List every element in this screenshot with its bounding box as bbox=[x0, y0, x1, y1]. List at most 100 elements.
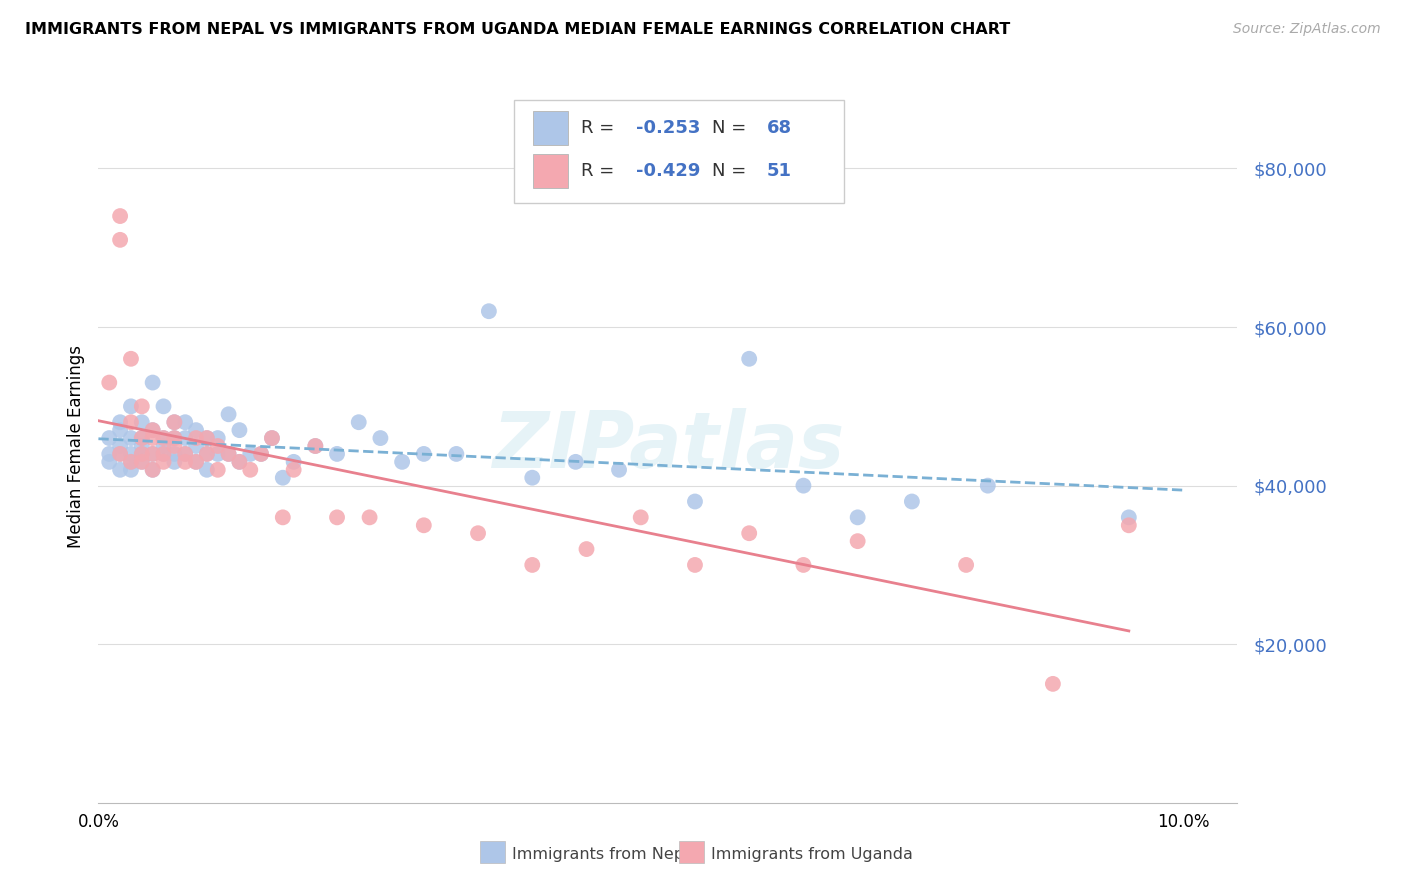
Text: Immigrants from Uganda: Immigrants from Uganda bbox=[711, 847, 912, 862]
Point bbox=[207, 439, 229, 453]
Text: -0.253: -0.253 bbox=[636, 119, 700, 136]
Point bbox=[142, 423, 165, 437]
Point bbox=[108, 209, 131, 223]
Point bbox=[163, 431, 186, 445]
Point bbox=[152, 447, 174, 461]
Point bbox=[218, 447, 240, 461]
Point bbox=[683, 494, 706, 508]
Point bbox=[108, 415, 131, 429]
Point bbox=[412, 447, 434, 461]
Point bbox=[142, 447, 165, 461]
Point bbox=[163, 415, 186, 429]
Point bbox=[174, 431, 197, 445]
Point bbox=[120, 431, 142, 445]
Point bbox=[120, 463, 142, 477]
Point bbox=[184, 455, 207, 469]
Point bbox=[478, 304, 501, 318]
Point bbox=[131, 455, 153, 469]
Point bbox=[163, 431, 186, 445]
Point bbox=[792, 478, 814, 492]
Point bbox=[120, 447, 142, 461]
Point bbox=[131, 400, 153, 414]
Point bbox=[174, 447, 197, 461]
Point bbox=[347, 415, 370, 429]
Point bbox=[184, 439, 207, 453]
Point bbox=[846, 510, 869, 524]
Point bbox=[152, 431, 174, 445]
Point bbox=[522, 471, 544, 485]
Point bbox=[370, 431, 392, 445]
Point bbox=[359, 510, 381, 524]
Point bbox=[271, 510, 294, 524]
Text: 51: 51 bbox=[766, 162, 792, 180]
Point bbox=[1118, 510, 1140, 524]
Point bbox=[955, 558, 977, 572]
Point bbox=[163, 415, 186, 429]
Text: IMMIGRANTS FROM NEPAL VS IMMIGRANTS FROM UGANDA MEDIAN FEMALE EARNINGS CORRELATI: IMMIGRANTS FROM NEPAL VS IMMIGRANTS FROM… bbox=[25, 22, 1011, 37]
Point bbox=[120, 400, 142, 414]
Point bbox=[326, 447, 349, 461]
Point bbox=[195, 463, 218, 477]
Text: R =: R = bbox=[581, 162, 620, 180]
Point bbox=[142, 463, 165, 477]
Point bbox=[1042, 677, 1064, 691]
Point bbox=[304, 439, 326, 453]
Point bbox=[1118, 518, 1140, 533]
Point bbox=[846, 534, 869, 549]
Point bbox=[250, 447, 273, 461]
FancyBboxPatch shape bbox=[533, 154, 568, 188]
Point bbox=[977, 478, 1000, 492]
FancyBboxPatch shape bbox=[533, 111, 568, 145]
Point bbox=[98, 376, 121, 390]
Point bbox=[738, 526, 761, 541]
Point bbox=[163, 447, 186, 461]
Text: ZIPatlas: ZIPatlas bbox=[492, 408, 844, 484]
Point bbox=[163, 439, 186, 453]
Point bbox=[195, 431, 218, 445]
Point bbox=[564, 455, 586, 469]
Point bbox=[738, 351, 761, 366]
Point bbox=[131, 431, 153, 445]
Point bbox=[184, 423, 207, 437]
Point bbox=[412, 518, 434, 533]
FancyBboxPatch shape bbox=[679, 841, 704, 863]
Point bbox=[228, 423, 250, 437]
Point bbox=[260, 431, 283, 445]
Point bbox=[630, 510, 652, 524]
Text: R =: R = bbox=[581, 119, 620, 136]
Point bbox=[184, 431, 207, 445]
Point bbox=[108, 447, 131, 461]
Point bbox=[901, 494, 924, 508]
Point bbox=[131, 455, 153, 469]
Point bbox=[131, 447, 153, 461]
Point bbox=[163, 455, 186, 469]
Point bbox=[522, 558, 544, 572]
Text: Immigrants from Nepal: Immigrants from Nepal bbox=[512, 847, 699, 862]
Point bbox=[467, 526, 489, 541]
Point bbox=[142, 423, 165, 437]
Point bbox=[120, 415, 142, 429]
Text: -0.429: -0.429 bbox=[636, 162, 700, 180]
FancyBboxPatch shape bbox=[515, 100, 845, 203]
Point bbox=[326, 510, 349, 524]
Point bbox=[152, 447, 174, 461]
Point bbox=[207, 463, 229, 477]
Text: 68: 68 bbox=[766, 119, 792, 136]
Point bbox=[98, 431, 121, 445]
Point bbox=[152, 400, 174, 414]
Point bbox=[142, 376, 165, 390]
Text: N =: N = bbox=[713, 119, 752, 136]
Text: Source: ZipAtlas.com: Source: ZipAtlas.com bbox=[1233, 22, 1381, 37]
Point bbox=[108, 463, 131, 477]
Point bbox=[131, 447, 153, 461]
Point bbox=[131, 431, 153, 445]
Point bbox=[250, 447, 273, 461]
Point bbox=[174, 447, 197, 461]
Point bbox=[108, 447, 131, 461]
Point bbox=[98, 455, 121, 469]
Point bbox=[131, 439, 153, 453]
Point bbox=[228, 455, 250, 469]
Point bbox=[239, 447, 262, 461]
Point bbox=[207, 431, 229, 445]
Point bbox=[120, 351, 142, 366]
